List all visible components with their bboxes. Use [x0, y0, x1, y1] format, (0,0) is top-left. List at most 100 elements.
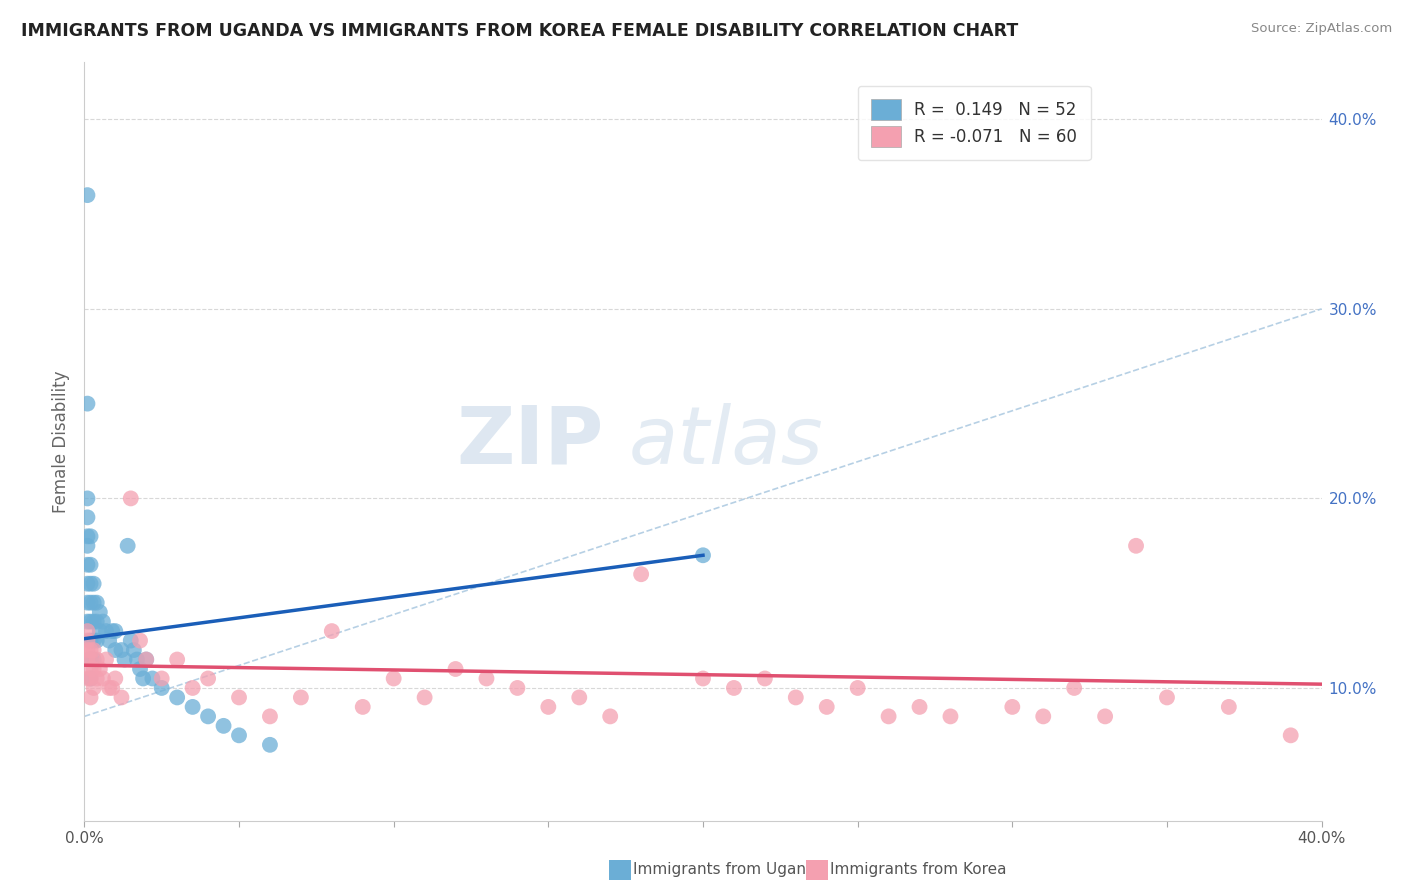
Text: ZIP: ZIP [457, 402, 605, 481]
Point [104, 643, 127, 657]
Point [98, 681, 121, 695]
Point [1156, 690, 1178, 705]
Point [98, 633, 121, 648]
Point [86, 596, 108, 610]
Point [89, 662, 111, 676]
Point [413, 690, 436, 705]
Point [568, 690, 591, 705]
Point [76, 615, 98, 629]
Point [86, 633, 108, 648]
Text: atlas: atlas [628, 402, 824, 481]
Point [132, 672, 155, 686]
Point [104, 624, 127, 639]
Point [1001, 699, 1024, 714]
Point [1063, 681, 1085, 695]
Legend: R =  0.149   N = 52, R = -0.071   N = 60: R = 0.149 N = 52, R = -0.071 N = 60 [858, 86, 1091, 160]
Point [76, 624, 98, 639]
Point [79, 672, 101, 686]
Point [135, 652, 157, 666]
Point [382, 672, 405, 686]
Point [104, 672, 127, 686]
Point [101, 681, 124, 695]
Point [1094, 709, 1116, 723]
Point [877, 709, 900, 723]
Point [101, 624, 124, 639]
Point [83, 576, 105, 591]
Point [141, 672, 163, 686]
Point [1218, 699, 1240, 714]
Point [117, 539, 139, 553]
Point [630, 567, 652, 582]
Point [228, 728, 250, 742]
Text: IMMIGRANTS FROM UGANDA VS IMMIGRANTS FROM KOREA FEMALE DISABILITY CORRELATION CH: IMMIGRANTS FROM UGANDA VS IMMIGRANTS FRO… [21, 22, 1018, 40]
Point [181, 681, 204, 695]
Point [114, 652, 136, 666]
Point [259, 709, 281, 723]
Point [79, 529, 101, 543]
Point [76, 652, 98, 666]
Point [76, 643, 98, 657]
Point [290, 690, 312, 705]
Point [94, 624, 117, 639]
Y-axis label: Female Disability: Female Disability [52, 370, 70, 513]
Point [321, 624, 343, 639]
Text: Immigrants from Uganda: Immigrants from Uganda [633, 863, 825, 877]
Point [86, 672, 108, 686]
Point [76, 396, 98, 410]
Point [129, 662, 152, 676]
Point [197, 709, 219, 723]
Point [212, 719, 235, 733]
Point [86, 615, 108, 629]
Point [79, 662, 101, 676]
Point [754, 672, 776, 686]
Point [83, 615, 105, 629]
Point [166, 690, 188, 705]
Point [352, 699, 374, 714]
Point [506, 681, 529, 695]
Point [150, 672, 173, 686]
Point [79, 576, 101, 591]
Point [846, 681, 869, 695]
Point [79, 652, 101, 666]
Point [79, 672, 101, 686]
Point [475, 672, 498, 686]
Point [79, 690, 101, 705]
Point [83, 652, 105, 666]
Point [939, 709, 962, 723]
Point [785, 690, 807, 705]
Point [83, 681, 105, 695]
Point [91, 672, 114, 686]
Point [692, 548, 714, 563]
Point [83, 633, 105, 648]
Point [83, 596, 105, 610]
Point [83, 643, 105, 657]
Point [537, 699, 560, 714]
Point [76, 491, 98, 506]
Point [79, 615, 101, 629]
Point [1032, 709, 1054, 723]
Point [122, 643, 145, 657]
Point [76, 510, 98, 524]
Point [79, 558, 101, 572]
Point [76, 633, 98, 648]
Point [91, 615, 114, 629]
Point [76, 576, 98, 591]
Point [76, 596, 98, 610]
Point [79, 596, 101, 610]
Point [1125, 539, 1147, 553]
Point [723, 681, 745, 695]
Point [150, 681, 173, 695]
Point [89, 605, 111, 619]
Point [135, 652, 157, 666]
Point [120, 491, 142, 506]
Text: Immigrants from Korea: Immigrants from Korea [830, 863, 1007, 877]
Point [125, 652, 148, 666]
Point [83, 662, 105, 676]
Point [197, 672, 219, 686]
Point [89, 624, 111, 639]
Point [1279, 728, 1302, 742]
Point [181, 699, 204, 714]
Point [815, 699, 838, 714]
Point [129, 633, 152, 648]
Point [444, 662, 467, 676]
